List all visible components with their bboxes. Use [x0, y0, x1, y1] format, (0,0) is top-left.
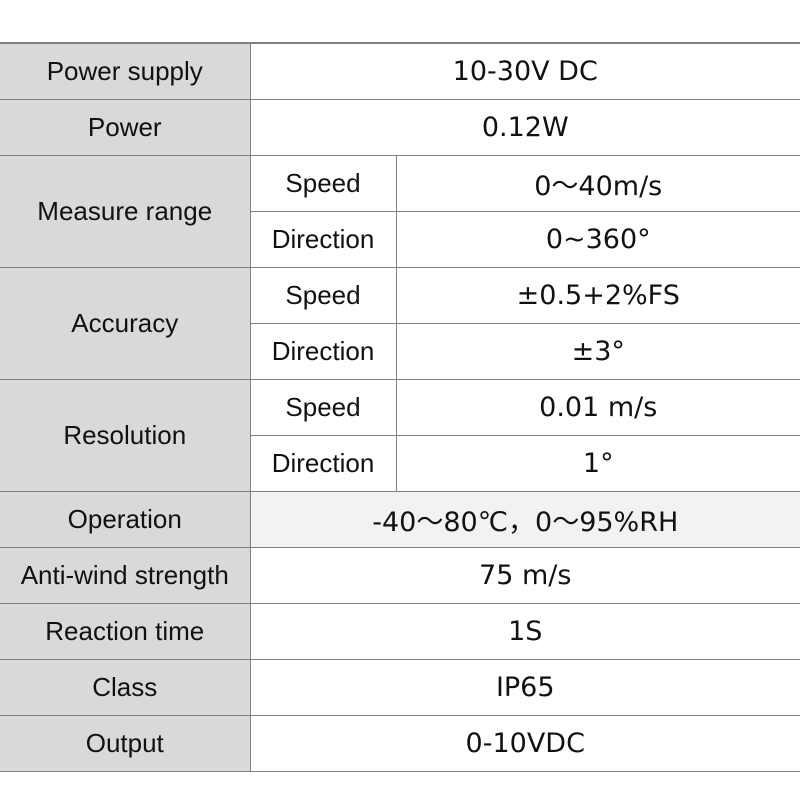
row-label: Operation	[0, 491, 251, 548]
table-row: Class IP65	[0, 659, 800, 716]
table-row: Output 0-10VDC	[0, 715, 800, 772]
table-row: Accuracy Speed ±0.5+2%FS	[0, 267, 800, 380]
row-value: IP65	[249, 659, 800, 716]
table-row: Anti-wind strength 75 m/s	[0, 547, 800, 604]
table-row: Measure range Speed 0～40m/s	[0, 155, 800, 268]
row-value: ±3°	[395, 323, 800, 380]
row-label: Resolution	[0, 379, 251, 492]
row-label: Measure range	[0, 155, 251, 268]
row-label: Power	[0, 99, 251, 156]
row-value: 0.12W	[249, 99, 800, 156]
sub-label: Direction	[250, 323, 397, 380]
row-label: Reaction time	[0, 603, 251, 660]
row-value: 1°	[395, 435, 800, 492]
row-value: 10-30V DC	[249, 42, 800, 100]
sub-label: Direction	[250, 435, 397, 492]
row-label: Output	[0, 715, 251, 772]
table-row: Reaction time 1S	[0, 603, 800, 660]
row-label: Accuracy	[0, 267, 251, 380]
sub-label: Speed	[249, 379, 397, 436]
row-value: ±0.5+2%FS	[395, 267, 800, 324]
spec-table: Power supply 10-30V DC Power 0.12W Measure r…	[0, 42, 800, 772]
table-row: Direction ±3°	[0, 323, 800, 380]
row-value: -40～80℃，0～95%RH	[249, 491, 800, 548]
row-label: Anti-wind strength	[0, 547, 251, 604]
row-value: 75 m/s	[249, 547, 800, 604]
spec-table-body: Power supply 10-30V DC Power 0.12W Measure r…	[0, 42, 800, 772]
row-label: Power supply	[0, 42, 251, 100]
row-value: 0~360°	[395, 211, 800, 268]
table-row: Operation -40～80℃，0～95%RH	[0, 491, 800, 548]
table-row: Power supply 10-30V DC	[0, 42, 800, 100]
table-row: Direction 1°	[0, 435, 800, 492]
row-value: 0.01 m/s	[395, 379, 800, 436]
row-label: Class	[0, 659, 251, 716]
row-value: 0～40m/s	[395, 155, 800, 212]
sub-label: Speed	[249, 155, 397, 212]
row-value: 1S	[249, 603, 800, 660]
sub-label: Speed	[249, 267, 397, 324]
sub-label: Direction	[250, 211, 397, 268]
table-row: Power 0.12W	[0, 99, 800, 156]
row-value: 0-10VDC	[249, 715, 800, 772]
table-row: Resolution Speed 0.01 m/s	[0, 379, 800, 492]
